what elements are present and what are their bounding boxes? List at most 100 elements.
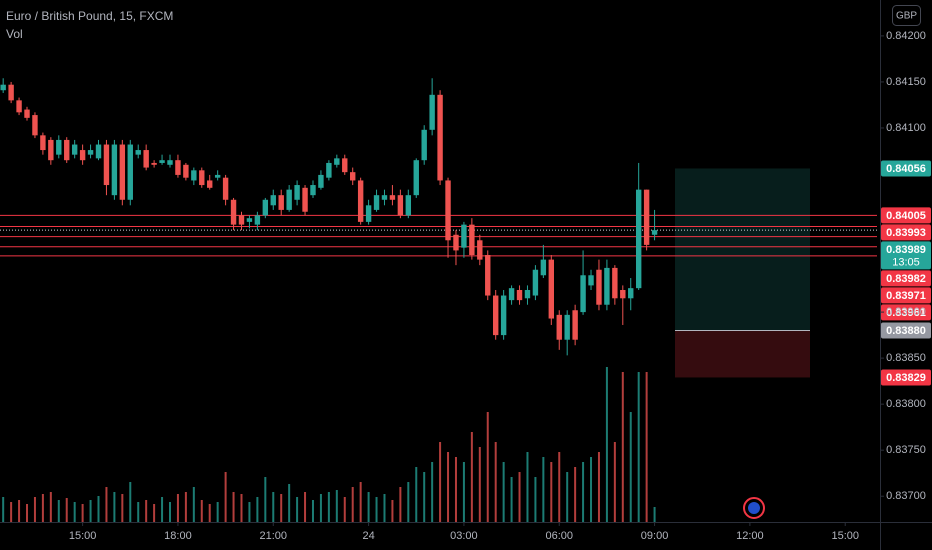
candle-body <box>516 290 523 301</box>
volume-bar <box>296 497 299 522</box>
volume-bar <box>542 457 545 522</box>
candle-body <box>318 174 324 188</box>
volume-bar <box>216 502 219 522</box>
candle-body <box>238 215 245 225</box>
y-tick-label: 0.84200 <box>886 30 926 42</box>
candle-body <box>334 158 340 165</box>
volume-bar <box>335 490 338 522</box>
price-label-box <box>881 369 931 386</box>
volume-bar <box>81 504 84 522</box>
event-icon-core[interactable] <box>748 502 760 514</box>
volume-bar <box>224 472 227 522</box>
volume-bar <box>280 494 283 522</box>
volume-bar <box>590 457 593 522</box>
candle-body <box>350 172 356 181</box>
volume-bar <box>431 462 434 522</box>
candle-body <box>230 199 237 225</box>
position-profit <box>675 168 810 331</box>
candle-body <box>48 139 54 161</box>
candle-body <box>469 224 475 256</box>
currency-button[interactable] <box>892 5 921 26</box>
candle-body <box>294 185 300 200</box>
event-icon[interactable] <box>743 497 765 519</box>
price-label-box <box>881 322 931 339</box>
candle-body <box>492 295 499 336</box>
volume-bar <box>653 507 656 522</box>
price-label-box <box>881 224 931 241</box>
volume-bar <box>605 367 608 522</box>
candle-body <box>191 170 197 181</box>
volume-bar <box>200 500 203 522</box>
candle-body <box>477 240 483 260</box>
volume-bar <box>367 492 370 522</box>
volume-bar <box>486 412 489 522</box>
candle-body <box>56 139 62 155</box>
volume-bar <box>89 500 92 522</box>
volume-bar <box>248 502 251 522</box>
candle-body <box>326 162 332 178</box>
candle-body <box>461 224 467 248</box>
candle-body <box>40 135 46 151</box>
candle-body <box>310 185 316 196</box>
volume-bar <box>256 497 259 522</box>
volume-bar <box>478 447 481 522</box>
candle-body <box>357 180 364 222</box>
volume-bar <box>137 502 140 522</box>
candle-body <box>0 84 6 91</box>
price-label: 0.83829 <box>886 372 926 384</box>
candle-body <box>87 150 94 155</box>
candle-body <box>389 195 396 200</box>
volume-bar <box>264 477 267 522</box>
volume-bar <box>192 487 195 522</box>
candle-body <box>572 310 578 340</box>
y-tick-label: 0.84100 <box>886 122 926 134</box>
x-tick-label: 21:00 <box>260 530 288 542</box>
currency-label[interactable]: GBP <box>896 11 917 22</box>
candle-body <box>135 150 141 155</box>
candle-body <box>612 267 618 299</box>
volume-bar <box>582 462 585 522</box>
volume-bar <box>176 494 179 522</box>
volume-bar <box>18 500 21 522</box>
candle-body <box>437 94 443 181</box>
x-tick-label: 24 <box>362 530 374 542</box>
candle-body <box>548 259 555 319</box>
volume-bar <box>534 477 537 522</box>
y-tick-label: 0.83800 <box>886 398 926 410</box>
volume-bar <box>272 492 275 522</box>
plot-area <box>0 78 877 522</box>
volume-bar <box>208 504 211 522</box>
price-label: 0.83971 <box>886 290 926 302</box>
volume-bar <box>232 492 235 522</box>
volume-bar <box>415 467 418 522</box>
candle-body <box>381 195 388 200</box>
candle-body <box>643 189 650 245</box>
price-label: 0.83961 <box>886 307 926 319</box>
volume-bar <box>359 482 362 522</box>
candle-body <box>199 170 205 186</box>
y-tick-label: 0.83700 <box>886 490 926 502</box>
candle-body <box>127 144 133 200</box>
volume-bar <box>454 457 457 522</box>
volume-bar <box>510 477 513 522</box>
x-tick-label: 09:00 <box>641 530 669 542</box>
candle-body <box>8 84 14 101</box>
volume-bar <box>399 487 402 522</box>
volume-bar <box>629 412 632 522</box>
candle-body <box>207 180 213 188</box>
volume-bar <box>447 452 450 522</box>
volume-bar <box>73 502 76 522</box>
volume-bar <box>550 462 553 522</box>
volume-bar <box>526 452 529 522</box>
volume-bar <box>168 502 171 522</box>
price-label: 0.83880 <box>886 325 926 337</box>
candle-body <box>16 100 22 113</box>
volume-bar <box>145 500 148 522</box>
volume-bar <box>621 372 624 522</box>
candle-body <box>373 195 380 210</box>
price-label: 0.83993 <box>886 227 926 239</box>
candle-body <box>24 109 30 118</box>
volume-bar <box>319 494 322 522</box>
volume-bar <box>637 372 640 522</box>
volume-bar <box>288 484 291 522</box>
